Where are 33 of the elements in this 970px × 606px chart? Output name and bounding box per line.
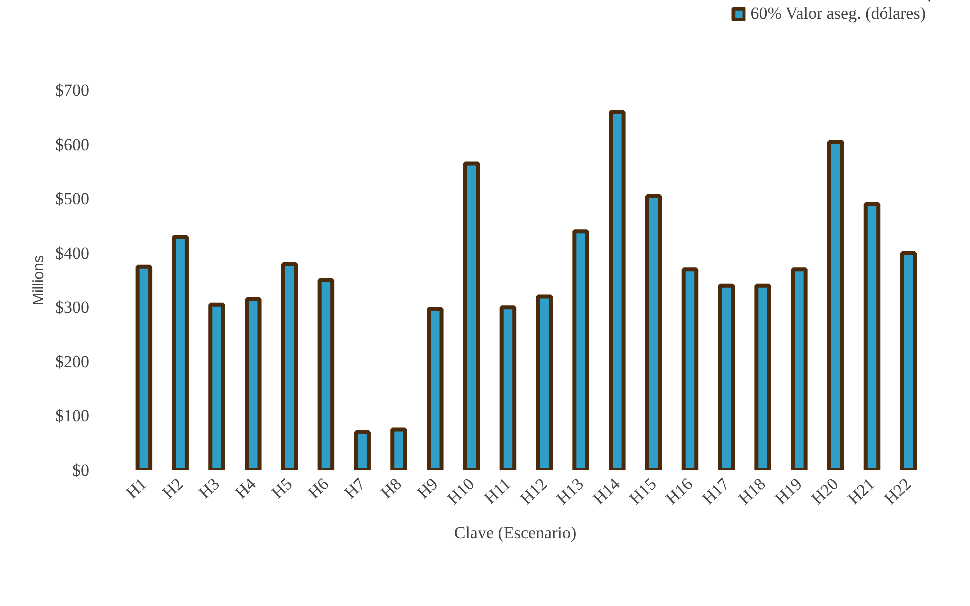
x-tick-label: H11 — [480, 474, 515, 508]
x-tick-label: H6 — [304, 474, 333, 503]
x-tick-label: H17 — [698, 474, 734, 508]
y-axis-title: Millions — [30, 255, 48, 306]
x-tick-label: H5 — [268, 474, 296, 503]
x-tick-label: H21 — [844, 474, 879, 508]
y-tick-label: $0 — [72, 461, 90, 480]
x-tick-label: H18 — [735, 474, 770, 508]
x-tick-label: H19 — [772, 474, 806, 508]
y-tick-label: $200 — [56, 352, 90, 372]
x-tick-label: H9 — [414, 474, 442, 503]
y-tick-label: $100 — [56, 406, 90, 426]
x-axis-title: Clave (Escenario) — [454, 523, 577, 542]
x-tick-label: H3 — [195, 474, 224, 503]
y-tick-label: $600 — [56, 135, 90, 154]
x-tick-label: H7 — [340, 474, 370, 503]
y-tick-label: $700 — [56, 81, 90, 100]
x-tick-label: H4 — [232, 474, 260, 503]
y-tick-label: $500 — [56, 190, 90, 209]
legend-label: 60% Valor aseg. (dólares) — [750, 4, 926, 24]
x-tick-label: H22 — [880, 474, 916, 508]
x-tick-label: H8 — [377, 474, 406, 503]
x-tick-label: H20 — [808, 474, 842, 508]
x-tick-label: H1 — [122, 474, 151, 503]
x-tick-label: H10 — [444, 474, 478, 508]
x-tick-label: H14 — [590, 474, 624, 508]
x-tick-label: H15 — [626, 474, 660, 508]
x-tick-label: H2 — [158, 474, 188, 503]
y-tick-label: $400 — [56, 244, 90, 263]
x-tick-label: H12 — [516, 474, 552, 508]
x-tick-label: H13 — [553, 474, 588, 508]
y-tick-label: $300 — [56, 298, 90, 318]
x-tick-label: H16 — [662, 474, 697, 508]
